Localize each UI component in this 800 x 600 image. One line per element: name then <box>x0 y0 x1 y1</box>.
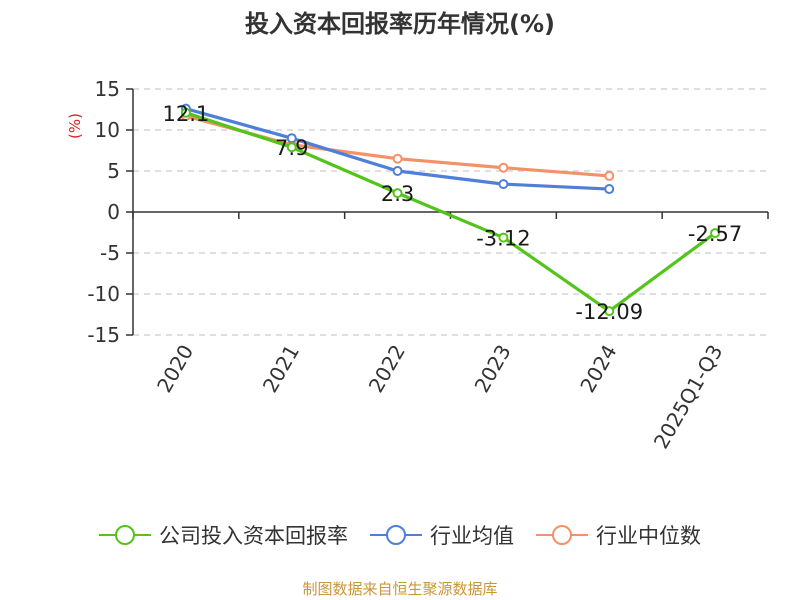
data-point <box>498 162 509 173</box>
data-point <box>180 107 191 118</box>
data-point <box>392 166 403 176</box>
x-tick-label: 2022 <box>364 341 410 397</box>
legend-label: 公司投入资本回报率 <box>159 524 348 548</box>
legend-item[interactable]: 行业中位数 <box>536 520 701 550</box>
data-point <box>498 232 509 243</box>
series-line <box>185 107 610 191</box>
data-label: -3.12 <box>476 227 530 251</box>
x-tick-label: 2025Q1-Q3 <box>649 341 728 453</box>
series-line <box>185 111 717 313</box>
data-label: -12.09 <box>575 300 643 324</box>
legend-item[interactable]: 行业均值 <box>370 520 514 550</box>
legend-marker-icon <box>99 525 151 545</box>
y-tick-label: -10 <box>87 282 120 306</box>
data-point <box>710 228 721 239</box>
y-tick-label: 0 <box>107 200 120 224</box>
data-point <box>392 153 403 164</box>
x-tick-label: 2023 <box>470 340 516 396</box>
y-tick-label: 5 <box>107 159 120 183</box>
y-tick-label: -15 <box>87 323 120 347</box>
y-tick-label: -5 <box>100 241 120 265</box>
legend: 公司投入资本回报率 行业均值 行业中位数 <box>0 520 800 550</box>
data-point <box>286 142 297 153</box>
legend-label: 行业中位数 <box>596 524 701 548</box>
data-point <box>286 133 297 144</box>
legend-item[interactable]: 公司投入资本回报率 <box>99 520 348 550</box>
legend-label: 行业均值 <box>430 524 514 548</box>
source-note: 制图数据来自恒生聚源数据库 <box>302 580 498 598</box>
data-label: -2.57 <box>688 222 742 246</box>
y-tick-label: 15 <box>95 77 120 101</box>
chart-title: 投入资本回报率历年情况(%) <box>245 10 555 38</box>
line-chart: 15 10 5 0 -5 -10 -15 (%) 2020 2021 2022 2023 2024 202… <box>66 77 769 453</box>
x-tick-label: 2020 <box>152 341 198 397</box>
data-label: 12.1 <box>163 102 210 126</box>
data-point <box>392 188 403 199</box>
y-tick-label: 10 <box>95 118 120 142</box>
data-label: 7.9 <box>275 136 308 160</box>
x-tick-label: 2024 <box>575 341 621 397</box>
legend-marker-icon <box>536 525 588 545</box>
data-point <box>498 179 509 190</box>
y-axis-label: (%) <box>66 113 84 139</box>
x-tick-label: 2021 <box>258 341 304 397</box>
data-label: 2.3 <box>381 182 414 206</box>
legend-marker-icon <box>370 525 422 545</box>
data-point <box>604 184 615 195</box>
data-point <box>604 170 615 181</box>
data-point <box>604 306 615 317</box>
